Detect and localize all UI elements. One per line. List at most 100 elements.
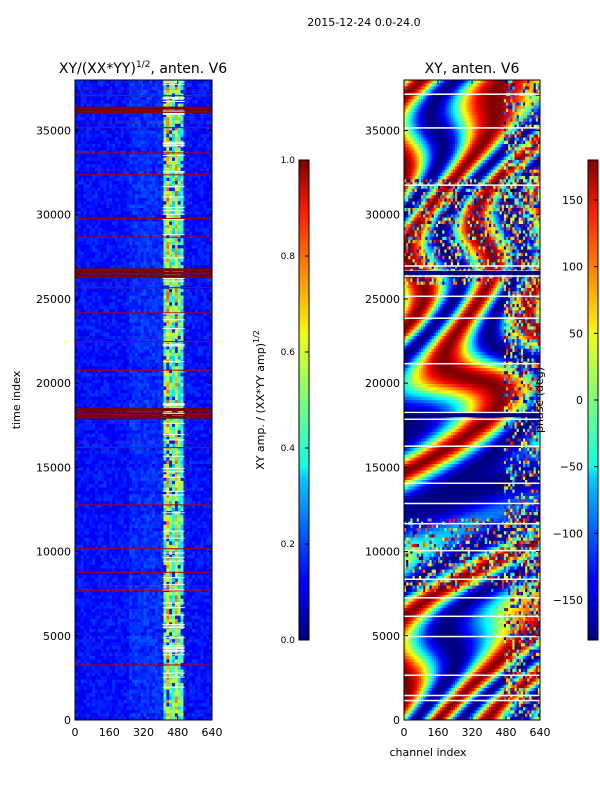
amp-heat-cell — [157, 383, 162, 387]
amp-heat-cell — [140, 265, 144, 270]
amp-heat-cell — [206, 413, 210, 418]
amp-heat-cell — [146, 349, 150, 354]
amp-heat-cell — [89, 305, 93, 310]
amp-heat-cell — [140, 302, 144, 307]
amp-heat-cell — [169, 426, 173, 431]
amp-heat-cell — [197, 342, 201, 347]
amp-heat-cell — [109, 144, 113, 148]
amp-heat-cell — [194, 379, 199, 384]
amp-heat-cell — [163, 383, 167, 387]
amp-heat-cell — [97, 288, 102, 293]
amp-heat-cell — [177, 170, 181, 175]
amp-heat-cell — [103, 133, 107, 138]
amp-heat-cell — [103, 245, 107, 249]
amp-heat-cell — [163, 376, 167, 381]
amp-heat-cell — [209, 184, 212, 189]
amp-heat-cell — [154, 86, 159, 91]
amp-heat-cell — [77, 80, 82, 84]
amp-heat-cell — [117, 137, 122, 142]
amp-heat-cell — [166, 133, 170, 138]
amp-heat-cell — [123, 295, 127, 300]
amp-heat-cell — [192, 410, 196, 414]
amp-heat-cell — [134, 278, 139, 283]
amp-heat-cell — [103, 305, 107, 310]
amp-heat-cell — [94, 302, 99, 307]
amp-heat-cell — [149, 342, 153, 347]
amp-heat-cell — [169, 423, 173, 428]
amp-heat-cell — [206, 181, 210, 185]
amp-heat-cell — [109, 201, 113, 206]
amp-heat-cell — [152, 413, 156, 418]
amp-heat-cell — [160, 181, 164, 185]
amp-heat-cell — [157, 228, 162, 232]
amp-heat-cell — [77, 346, 82, 350]
amp-heat-cell — [146, 295, 150, 300]
amp-heat-cell — [177, 160, 181, 165]
amp-heat-cell — [166, 120, 170, 125]
amp-heat-cell — [146, 420, 150, 424]
amp-heat-cell — [137, 396, 142, 401]
amp-heat-cell — [117, 349, 122, 354]
amp-heat-cell — [177, 245, 181, 249]
amp-heat-cell — [197, 426, 201, 431]
amp-heat-cell — [92, 386, 96, 391]
amp-heat-cell — [166, 214, 170, 219]
amp-heat-cell — [126, 349, 130, 354]
amp-heat-cell — [180, 352, 184, 357]
amp-heat-cell — [94, 170, 99, 175]
amp-heat-cell — [152, 315, 156, 320]
amp-heat-cell — [197, 228, 201, 232]
amp-heat-cell — [183, 376, 187, 381]
amp-heat-cell — [157, 224, 162, 229]
amp-heat-cell — [77, 265, 82, 270]
amp-heat-cell — [146, 224, 150, 229]
amp-heat-cell — [203, 413, 207, 418]
amp-heat-cell — [143, 117, 147, 121]
amp-heat-cell — [140, 117, 144, 121]
amp-heat-cell — [92, 228, 96, 232]
amp-heat-cell — [143, 123, 147, 128]
amp-heat-cell — [132, 123, 136, 128]
amp-heatmap-image[interactable] — [75, 80, 212, 720]
amp-heat-cell — [100, 373, 104, 377]
amp-heat-cell — [183, 170, 187, 175]
amp-heat-cell — [154, 319, 159, 323]
amp-heat-cell — [94, 117, 99, 121]
amp-heat-cell — [194, 184, 199, 189]
amp-heat-cell — [169, 100, 173, 104]
amp-heat-cell — [100, 265, 104, 270]
amp-heat-cell — [157, 123, 162, 128]
amp-heat-cell — [206, 369, 210, 374]
amp-heat-cell — [177, 228, 181, 232]
amp-heat-cell — [154, 174, 159, 179]
amp-heat-cell — [89, 204, 93, 209]
amp-heat-cell — [157, 292, 162, 296]
amp-heat-cell — [206, 90, 210, 94]
amp-heat-cell — [180, 373, 184, 377]
amp-heat-cell — [206, 103, 210, 108]
amp-heat-cell — [126, 228, 130, 232]
amp-heat-cell — [134, 251, 139, 256]
amp-heat-cell — [177, 282, 181, 286]
amp-heat-cell — [183, 86, 187, 91]
amp-heat-cell — [192, 127, 196, 131]
amp-heat-cell — [154, 218, 159, 222]
amp-heat-cell — [83, 177, 87, 182]
amp-heat-cell — [129, 147, 133, 152]
amp-heat-cell — [117, 147, 122, 152]
amp-heat-cell — [89, 379, 93, 384]
amp-heat-cell — [180, 221, 184, 226]
amp-heat-cell — [209, 396, 212, 401]
amp-heat-cell — [169, 356, 173, 360]
amp-heat-cell — [160, 346, 164, 350]
amp-heat-cell — [200, 137, 204, 142]
amp-heat-cell — [163, 258, 167, 263]
amp-heat-cell — [186, 137, 190, 142]
amp-heat-cell — [137, 265, 142, 270]
amp-heat-cell — [80, 170, 84, 175]
amp-heat-cell — [100, 241, 104, 246]
amp-heat-cell — [163, 137, 167, 142]
amp-heat-cell — [172, 410, 176, 414]
amp-heat-cell — [146, 416, 150, 421]
amp-heat-cell — [86, 413, 90, 418]
